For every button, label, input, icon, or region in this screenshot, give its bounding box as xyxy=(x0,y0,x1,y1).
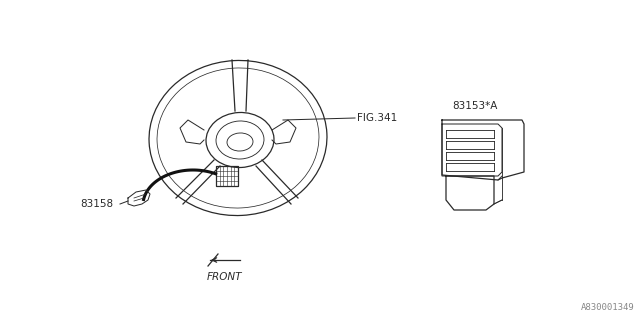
Text: 83153*A: 83153*A xyxy=(452,101,497,111)
Text: FIG.341: FIG.341 xyxy=(357,113,397,123)
Text: FRONT: FRONT xyxy=(206,272,242,282)
Text: A830001349: A830001349 xyxy=(581,303,635,312)
Text: 83158: 83158 xyxy=(80,199,113,209)
